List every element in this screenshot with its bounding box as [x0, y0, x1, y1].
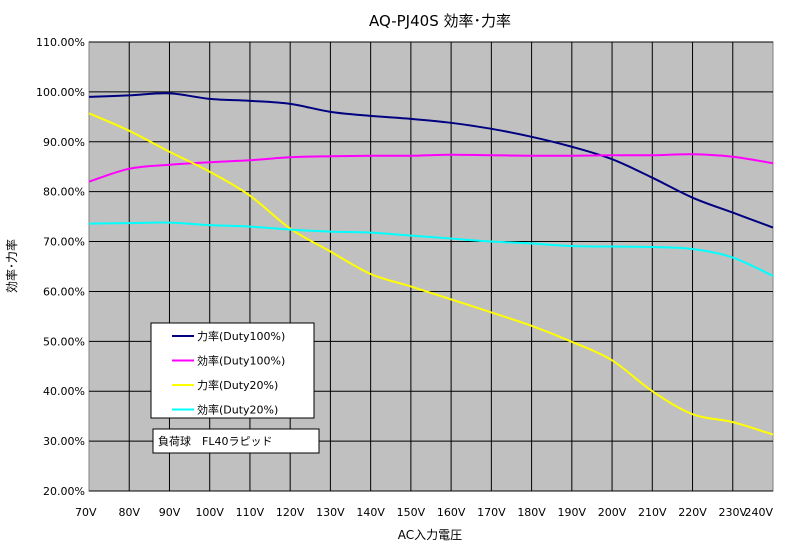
x-tick-label: 70V	[75, 506, 97, 519]
x-tick-label: 130V	[316, 506, 345, 519]
y-tick-labels: 20.00% 30.00% 40.00% 50.00% 60.00% 70.00% 80.0…	[36, 36, 85, 498]
x-tick-label: 170V	[477, 506, 506, 519]
x-tick-label: 150V	[397, 506, 426, 519]
y-tick-label: 110.00%	[36, 36, 85, 49]
x-tick-label: 160V	[437, 506, 466, 519]
plot-area	[88, 41, 774, 492]
x-tick-label: 210V	[638, 506, 667, 519]
legend-label-1: 効率(Duty100%)	[197, 354, 285, 368]
series-line-1	[88, 153, 774, 183]
y-tick-label: 80.00%	[43, 186, 85, 199]
x-tick-label: 90V	[159, 506, 181, 519]
load-note-box	[152, 428, 320, 454]
x-tick-labels: 70V 80V 90V 100V 110V 120V 130V 140V 150V 160V 170…	[75, 506, 773, 519]
y-tick-label: 100.00%	[36, 86, 85, 99]
series-line-2	[88, 112, 774, 436]
load-note-text: 負荷球 FL40ラピッド	[158, 434, 272, 448]
load-note: 負荷球 FL40ラピッド	[152, 428, 320, 454]
y-tick-label: 50.00%	[43, 335, 85, 348]
y-tick-label: 20.00%	[43, 485, 85, 498]
x-tick-label: 220V	[678, 506, 707, 519]
x-tick-label: 110V	[236, 506, 265, 519]
y-tick-label: 40.00%	[43, 385, 85, 398]
y-tick-label: 70.00%	[43, 236, 85, 249]
series-line-0	[88, 92, 774, 229]
chart-title: AQ-PJ40S 効率･力率	[369, 12, 511, 30]
legend-box	[150, 322, 315, 419]
x-tick-label: 120V	[276, 506, 305, 519]
x-tick-label: 100V	[195, 506, 224, 519]
x-tick-label: 80V	[118, 506, 140, 519]
x-tick-label: 190V	[558, 506, 587, 519]
x-tick-label: 180V	[517, 506, 546, 519]
y-tick-label: 30.00%	[43, 435, 85, 448]
series-lines	[88, 92, 774, 436]
series-line-3	[88, 221, 774, 277]
legend-label-0: 力率(Duty100%)	[197, 329, 285, 343]
legend-label-2: 力率(Duty20%)	[197, 378, 278, 392]
x-tick-label: 240V	[744, 506, 773, 519]
legend-label-3: 効率(Duty20%)	[197, 403, 278, 417]
y-axis-label: 効率･力率	[4, 239, 19, 293]
y-tick-label: 60.00%	[43, 285, 85, 298]
x-tick-label: 230V	[718, 506, 747, 519]
x-tick-label: 200V	[598, 506, 627, 519]
x-axis-label: AC入力電圧	[398, 528, 462, 542]
legend: 力率(Duty100%) 効率(Duty100%) 力率(Duty20%) 効率(Du…	[150, 322, 315, 419]
x-tick-label: 140V	[356, 506, 385, 519]
y-tick-label: 90.00%	[43, 136, 85, 149]
